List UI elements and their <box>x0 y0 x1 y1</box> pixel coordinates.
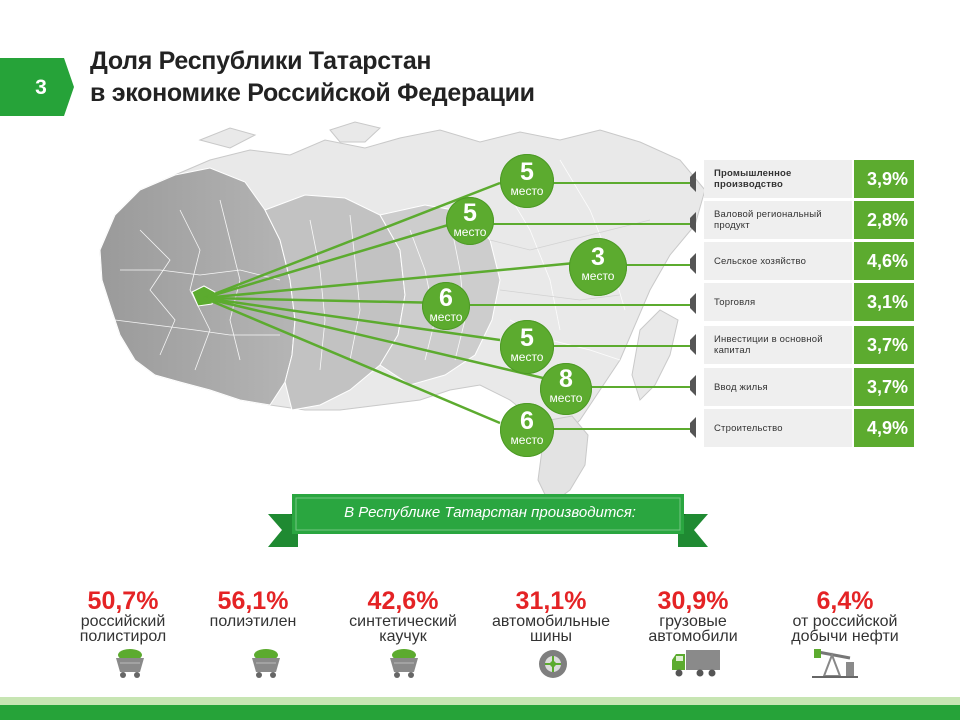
indicator-row-trade: Торговля 3,1% <box>704 283 914 321</box>
footer-stripe-dark <box>0 705 960 720</box>
banner-text: В Республике Татарстан производится: <box>344 504 636 521</box>
place-rank: 5 <box>463 199 477 227</box>
title-line-1: Доля Республики Татарстан <box>90 47 432 75</box>
place-circle-trade: 6 место <box>422 282 470 330</box>
stat-desc-line2: автомобили <box>648 628 738 645</box>
indicator-value: 3,7% <box>854 368 914 406</box>
place-rank: 8 <box>559 365 573 393</box>
stat-desc-line1: автомобильные <box>492 613 610 630</box>
russia-map <box>99 121 706 506</box>
stat-percent: 50,7% <box>87 587 159 615</box>
stat-oil: 6,4% от российской добычи нефти <box>770 587 920 645</box>
title-line-2: в экономике Российской Федерации <box>90 79 535 107</box>
stat-percent: 42,6% <box>367 587 439 615</box>
indicator-row-investment: Инвестиции в основной капитал 3,7% <box>704 326 914 364</box>
place-rank: 5 <box>520 158 534 186</box>
mine-cart-icon <box>390 649 418 678</box>
place-word: место <box>581 269 615 283</box>
indicator-value: 3,1% <box>854 283 914 321</box>
place-circle-agriculture: 3 место <box>569 238 627 296</box>
tire-icon <box>539 650 567 678</box>
indicator-label: Инвестиции в основной капитал <box>704 326 852 364</box>
page-title: Доля Республики Татарстан в экономике Ро… <box>90 45 650 109</box>
indicator-row-industry: Промышленное производство 3,9% <box>704 160 914 198</box>
indicator-row-grp: Валовой региональный продукт 2,8% <box>704 201 914 239</box>
indicator-row-construction: Строительство 4,9% <box>704 409 914 447</box>
connector-lines <box>203 181 576 425</box>
indicator-value: 3,7% <box>854 326 914 364</box>
place-rank: 5 <box>520 324 534 352</box>
place-word: место <box>429 310 463 324</box>
stat-tires: 31,1% автомобильные шины <box>476 587 626 645</box>
indicator-row-agriculture: Сельское хозяйство 4,6% <box>704 242 914 280</box>
stat-percent: 31,1% <box>515 587 587 615</box>
mine-cart-icon <box>252 649 280 678</box>
place-circle-housing: 8 место <box>540 363 592 415</box>
place-rank: 6 <box>520 407 534 435</box>
place-rank: 3 <box>591 243 605 271</box>
stat-percent: 6,4% <box>816 587 874 615</box>
stat-desc-line1: российский <box>80 613 166 630</box>
indicator-label: Строительство <box>704 409 852 447</box>
place-rank: 6 <box>439 284 453 312</box>
indicator-label: Ввод жилья <box>704 368 852 406</box>
mine-cart-icon <box>116 649 144 678</box>
indicator-value: 4,6% <box>854 242 914 280</box>
place-word: место <box>510 184 544 198</box>
indicator-value: 3,9% <box>854 160 914 198</box>
truck-icon <box>672 650 720 677</box>
place-circle-industry: 5 место <box>500 154 554 208</box>
indicator-value: 2,8% <box>854 201 914 239</box>
stat-desc-line1: от российской <box>792 613 898 630</box>
slide-number: 3 <box>35 76 47 99</box>
place-circle-investment: 5 место <box>500 320 554 374</box>
row-arrow-tips <box>690 171 696 438</box>
indicator-row-housing: Ввод жилья 3,7% <box>704 368 914 406</box>
stat-desc-line1: грузовые <box>659 613 727 630</box>
indicator-label: Сельское хозяйство <box>704 242 852 280</box>
production-banner <box>268 494 708 547</box>
stat-percent: 56,1% <box>217 587 289 615</box>
place-word: место <box>510 350 544 364</box>
stat-desc-line2: каучук <box>379 628 427 645</box>
slide-number-badge <box>0 58 74 116</box>
stat-desc-line2: добычи нефти <box>791 628 899 645</box>
stat-desc-line2: шины <box>529 628 573 645</box>
stat-polystyrene: 50,7% российский полистирол <box>48 587 198 645</box>
place-word: место <box>510 433 544 447</box>
stat-rubber: 42,6% синтетический каучук <box>328 587 478 645</box>
stat-desc-line2: полистирол <box>79 628 167 645</box>
stat-desc-line1: полиэтилен <box>209 613 297 630</box>
stat-polyethylene: 56,1% полиэтилен <box>178 587 328 630</box>
indicator-label: Валовой региональный продукт <box>704 201 852 239</box>
indicator-label: Торговля <box>704 283 852 321</box>
oil-pump-icon <box>812 649 858 678</box>
place-circle-construction: 6 место <box>500 403 554 457</box>
place-word: место <box>453 225 487 239</box>
footer-stripe-light <box>0 697 960 705</box>
stat-desc-line1: синтетический <box>349 613 457 630</box>
place-word: место <box>549 391 583 405</box>
indicator-value: 4,9% <box>854 409 914 447</box>
indicator-label: Промышленное производство <box>704 160 852 198</box>
stat-trucks: 30,9% грузовые автомобили <box>618 587 768 645</box>
place-circle-grp: 5 место <box>446 197 494 245</box>
stat-percent: 30,9% <box>657 587 729 615</box>
